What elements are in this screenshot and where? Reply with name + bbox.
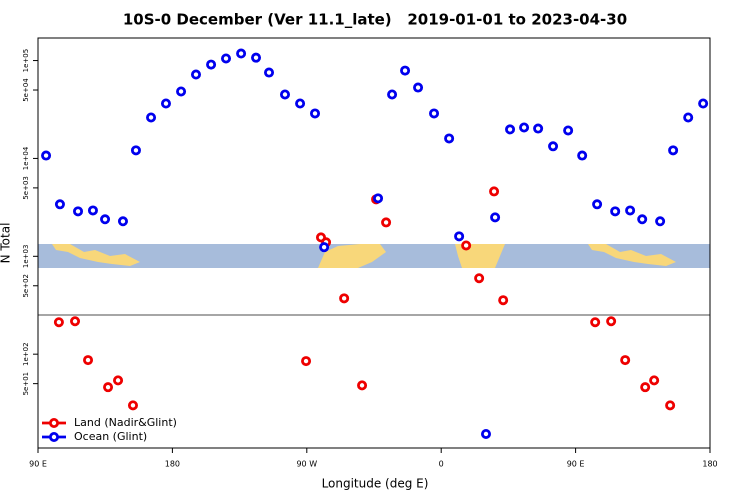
point <box>490 212 501 223</box>
point <box>698 98 709 109</box>
point <box>221 53 232 64</box>
point <box>236 48 247 59</box>
point <box>113 375 124 386</box>
point <box>206 59 217 70</box>
point <box>637 214 648 225</box>
point <box>117 216 128 227</box>
point <box>413 82 424 93</box>
point <box>625 205 636 216</box>
point <box>251 52 262 63</box>
x-tick-label: 90 E <box>567 460 585 469</box>
x-tick-label: 90 W <box>296 460 317 469</box>
point <box>563 125 574 136</box>
x-tick-label: 0 <box>439 460 444 469</box>
point <box>190 69 201 80</box>
point <box>103 382 114 393</box>
point <box>655 216 666 227</box>
point <box>640 382 651 393</box>
point <box>54 199 65 210</box>
point <box>53 317 64 328</box>
point <box>387 89 398 100</box>
y-tick-label: 5e+02 <box>22 274 30 298</box>
point <box>176 86 187 97</box>
point <box>474 273 485 284</box>
point <box>264 67 275 78</box>
point <box>683 112 694 123</box>
point <box>279 89 290 100</box>
x-tick-label: 90 E <box>29 460 47 469</box>
point <box>548 141 559 152</box>
point <box>533 123 544 134</box>
point <box>400 65 411 76</box>
legend-label: Ocean (Glint) <box>74 430 147 443</box>
point <box>489 186 500 197</box>
point <box>429 108 440 119</box>
point <box>70 316 81 327</box>
chart-title: 10S-0 December (Ver 11.1_late) 2019-01-0… <box>123 11 627 29</box>
x-tick-label: 180 <box>165 460 180 469</box>
point <box>610 206 621 217</box>
point <box>146 112 157 123</box>
point <box>498 295 509 306</box>
point <box>373 193 384 204</box>
point <box>649 375 660 386</box>
y-tick-label: 5e+04 <box>22 78 30 102</box>
point <box>301 356 312 367</box>
y-tick-label: 1e+04 <box>22 146 30 170</box>
legend-label: Land (Nadir&Glint) <box>74 416 177 429</box>
point <box>100 214 111 225</box>
point <box>590 317 601 328</box>
point <box>319 242 330 253</box>
map-strip <box>38 244 710 268</box>
x-axis-label: Longitude (deg E) <box>322 477 429 491</box>
point <box>127 400 138 411</box>
point <box>73 206 84 217</box>
point <box>620 355 631 366</box>
point <box>381 217 392 228</box>
point <box>461 240 472 251</box>
point <box>130 145 141 156</box>
point <box>480 428 491 439</box>
x-tick-label: 180 <box>702 460 717 469</box>
y-tick-label: 1e+05 <box>22 49 30 73</box>
point <box>339 293 350 304</box>
y-tick-label: 1e+02 <box>22 342 30 366</box>
point <box>310 108 321 119</box>
point <box>357 380 368 391</box>
point <box>41 150 52 161</box>
y-tick-label: 1e+03 <box>22 245 30 269</box>
point <box>665 400 676 411</box>
point <box>295 98 306 109</box>
point <box>83 355 94 366</box>
point <box>87 205 98 216</box>
point <box>577 150 588 161</box>
legend-marker <box>49 417 60 428</box>
point <box>519 122 530 133</box>
point <box>668 145 679 156</box>
point <box>606 316 617 327</box>
y-tick-label: 5e+01 <box>22 372 30 396</box>
point <box>505 124 516 135</box>
point <box>454 231 465 242</box>
y-tick-label: 5e+03 <box>22 176 30 200</box>
plot-frame <box>37 37 711 449</box>
point <box>592 199 603 210</box>
legend-marker <box>49 431 60 442</box>
point <box>160 98 171 109</box>
point <box>444 133 455 144</box>
y-axis-label: N Total <box>0 223 13 264</box>
